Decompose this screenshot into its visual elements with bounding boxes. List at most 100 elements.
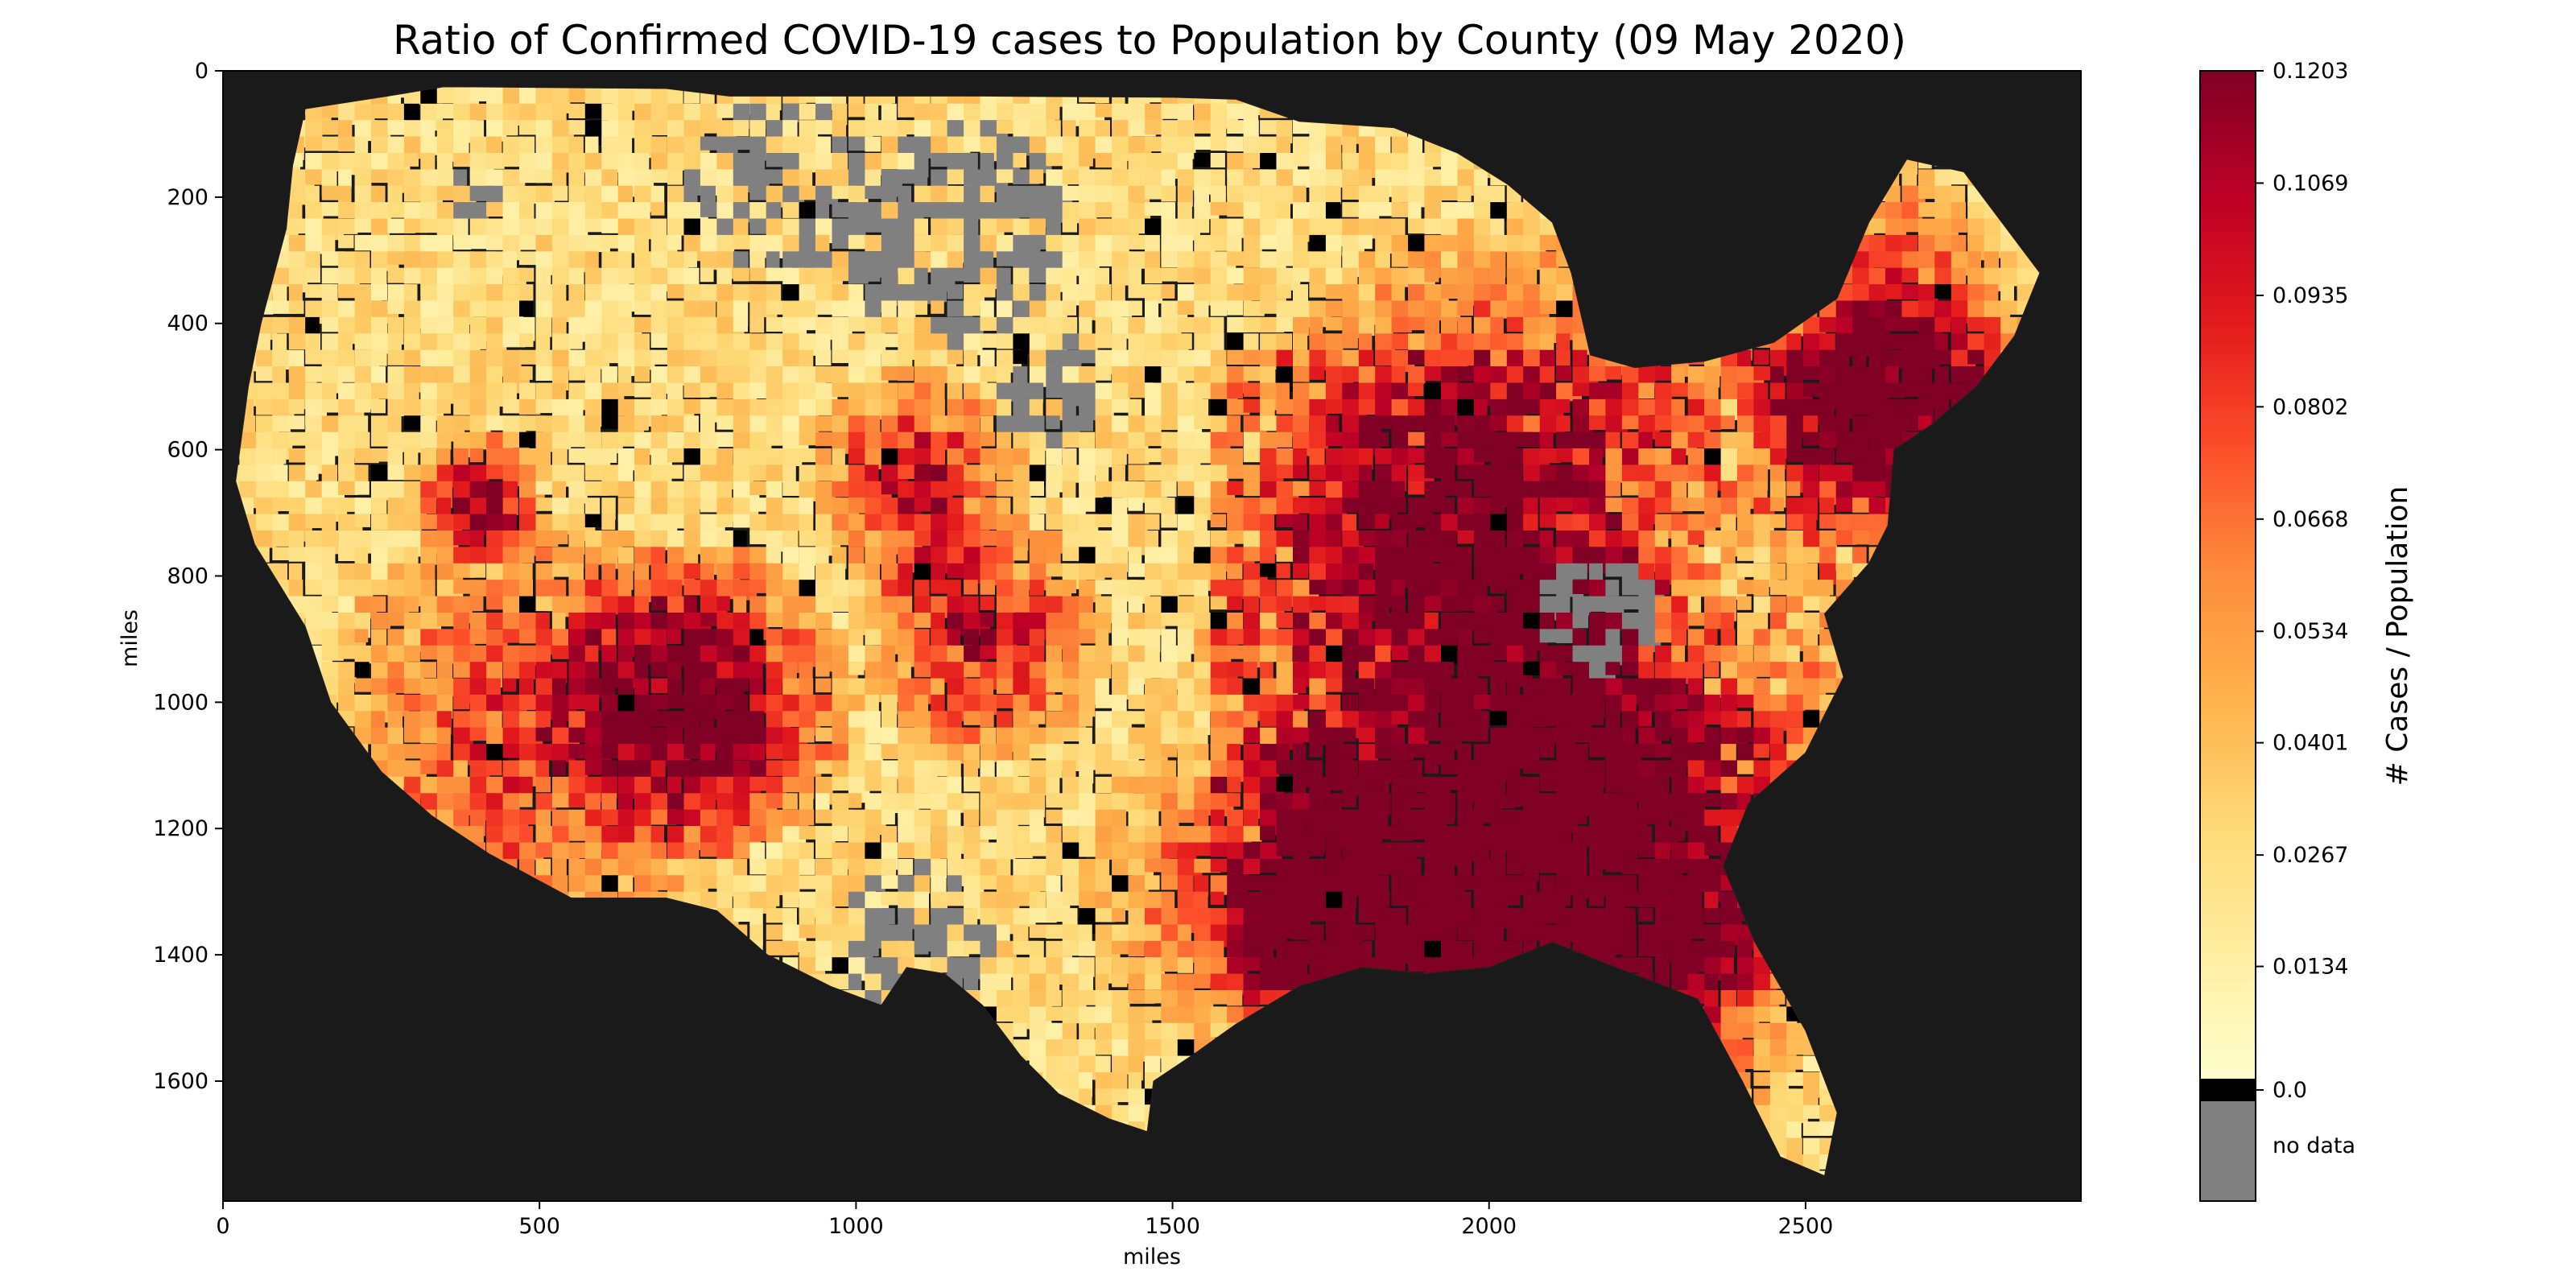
county-cell: [683, 464, 702, 481]
county-cell: [1819, 580, 1834, 596]
county-cell: [1424, 366, 1443, 382]
county-cell: [1293, 464, 1307, 479]
county-cell: [1227, 662, 1245, 677]
county-cell: [1177, 547, 1194, 565]
county-cell: [1786, 333, 1802, 352]
county-cell: [1260, 415, 1279, 431]
county-cell: [1145, 415, 1162, 435]
county-cell: [1375, 514, 1389, 529]
county-cell: [716, 514, 733, 527]
county-cell: [1095, 153, 1117, 168]
county-cell: [1095, 120, 1110, 138]
county-cell: [354, 153, 372, 175]
county-cell: [403, 727, 421, 743]
county-cell: [749, 103, 767, 121]
county-cell: [1293, 366, 1310, 382]
county-cell: [996, 448, 1014, 467]
county-cell: [865, 613, 884, 631]
county-cell: [700, 448, 718, 468]
county-cell: [371, 629, 387, 646]
county-cell: [387, 333, 402, 353]
county-cell: [1095, 169, 1115, 188]
county-cell: [1457, 185, 1472, 202]
county-cell: [799, 497, 814, 518]
county-cell: [865, 694, 879, 714]
county-cell: [469, 547, 489, 564]
county-cell: [371, 169, 393, 184]
county-cell: [733, 185, 749, 206]
county-cell: [1589, 366, 1607, 382]
county-cell: [453, 613, 469, 630]
county-cell: [914, 169, 928, 192]
county-cell: [1293, 694, 1312, 709]
county-cell: [1951, 267, 1967, 285]
county-cell: [650, 218, 667, 236]
county-cell: [403, 448, 419, 466]
county-cell: [272, 448, 287, 464]
county-cell: [601, 514, 616, 530]
county-cell: [469, 218, 491, 237]
county-cell: [1029, 169, 1044, 184]
county-cell: [601, 398, 620, 419]
county-cell: [354, 202, 375, 221]
county-cell: [964, 580, 978, 595]
county-cell: [354, 662, 369, 678]
county-cell: [1572, 563, 1587, 580]
county-cell: [650, 662, 668, 677]
county-cell: [1177, 366, 1197, 382]
county-cell: [420, 662, 436, 679]
county-cell: [1062, 431, 1080, 448]
county-cell: [1391, 333, 1411, 349]
county-cell: [436, 234, 453, 252]
county-cell: [403, 596, 419, 613]
county-cell: [832, 136, 848, 158]
county-cell: [1112, 563, 1128, 580]
county-cell: [1227, 120, 1249, 134]
county-cell: [1490, 662, 1508, 681]
county-cell: [1029, 481, 1044, 496]
county-cell: [1145, 185, 1163, 200]
county-cell: [1556, 333, 1571, 351]
county-cell: [1769, 514, 1785, 528]
county-cell: [354, 678, 373, 692]
county-cell: [1046, 169, 1068, 188]
county-cell: [667, 629, 682, 644]
county-cell: [354, 580, 374, 597]
county-cell: [469, 448, 484, 463]
county-cell: [634, 120, 652, 141]
county-cell: [519, 333, 534, 348]
county-cell: [1539, 530, 1554, 548]
county-cell: [338, 136, 355, 152]
county-cell: [1539, 514, 1559, 528]
county-cell: [1473, 711, 1489, 729]
county-cell: [535, 613, 550, 630]
county-cell: [1161, 760, 1177, 778]
county-cell: [1918, 202, 1938, 217]
county-cell: [980, 415, 994, 434]
county-cell: [1457, 727, 1476, 741]
county-cell: [947, 120, 966, 140]
county-cell: [535, 481, 553, 495]
county-cell: [519, 267, 535, 282]
county-cell: [996, 613, 1015, 630]
county-cell: [782, 514, 800, 531]
county-cell: [535, 366, 555, 381]
county-cell: [403, 464, 422, 481]
county-cell: [1539, 431, 1554, 448]
county-cell: [782, 547, 799, 564]
county-cell: [815, 103, 832, 125]
county-cell: [848, 464, 865, 483]
county-cell: [371, 497, 387, 514]
county-cell: [1128, 169, 1146, 188]
county-cell: [354, 136, 369, 154]
county-cell: [947, 284, 964, 299]
county-cell: [1769, 563, 1786, 580]
county-cell: [1572, 349, 1587, 366]
county-cell: [1737, 563, 1757, 577]
county-cell: [1194, 120, 1214, 134]
county-cell: [519, 547, 535, 564]
county-cell: [733, 136, 752, 151]
county-cell: [551, 136, 574, 155]
county-cell: [1062, 629, 1081, 647]
county-cell: [1325, 169, 1346, 188]
